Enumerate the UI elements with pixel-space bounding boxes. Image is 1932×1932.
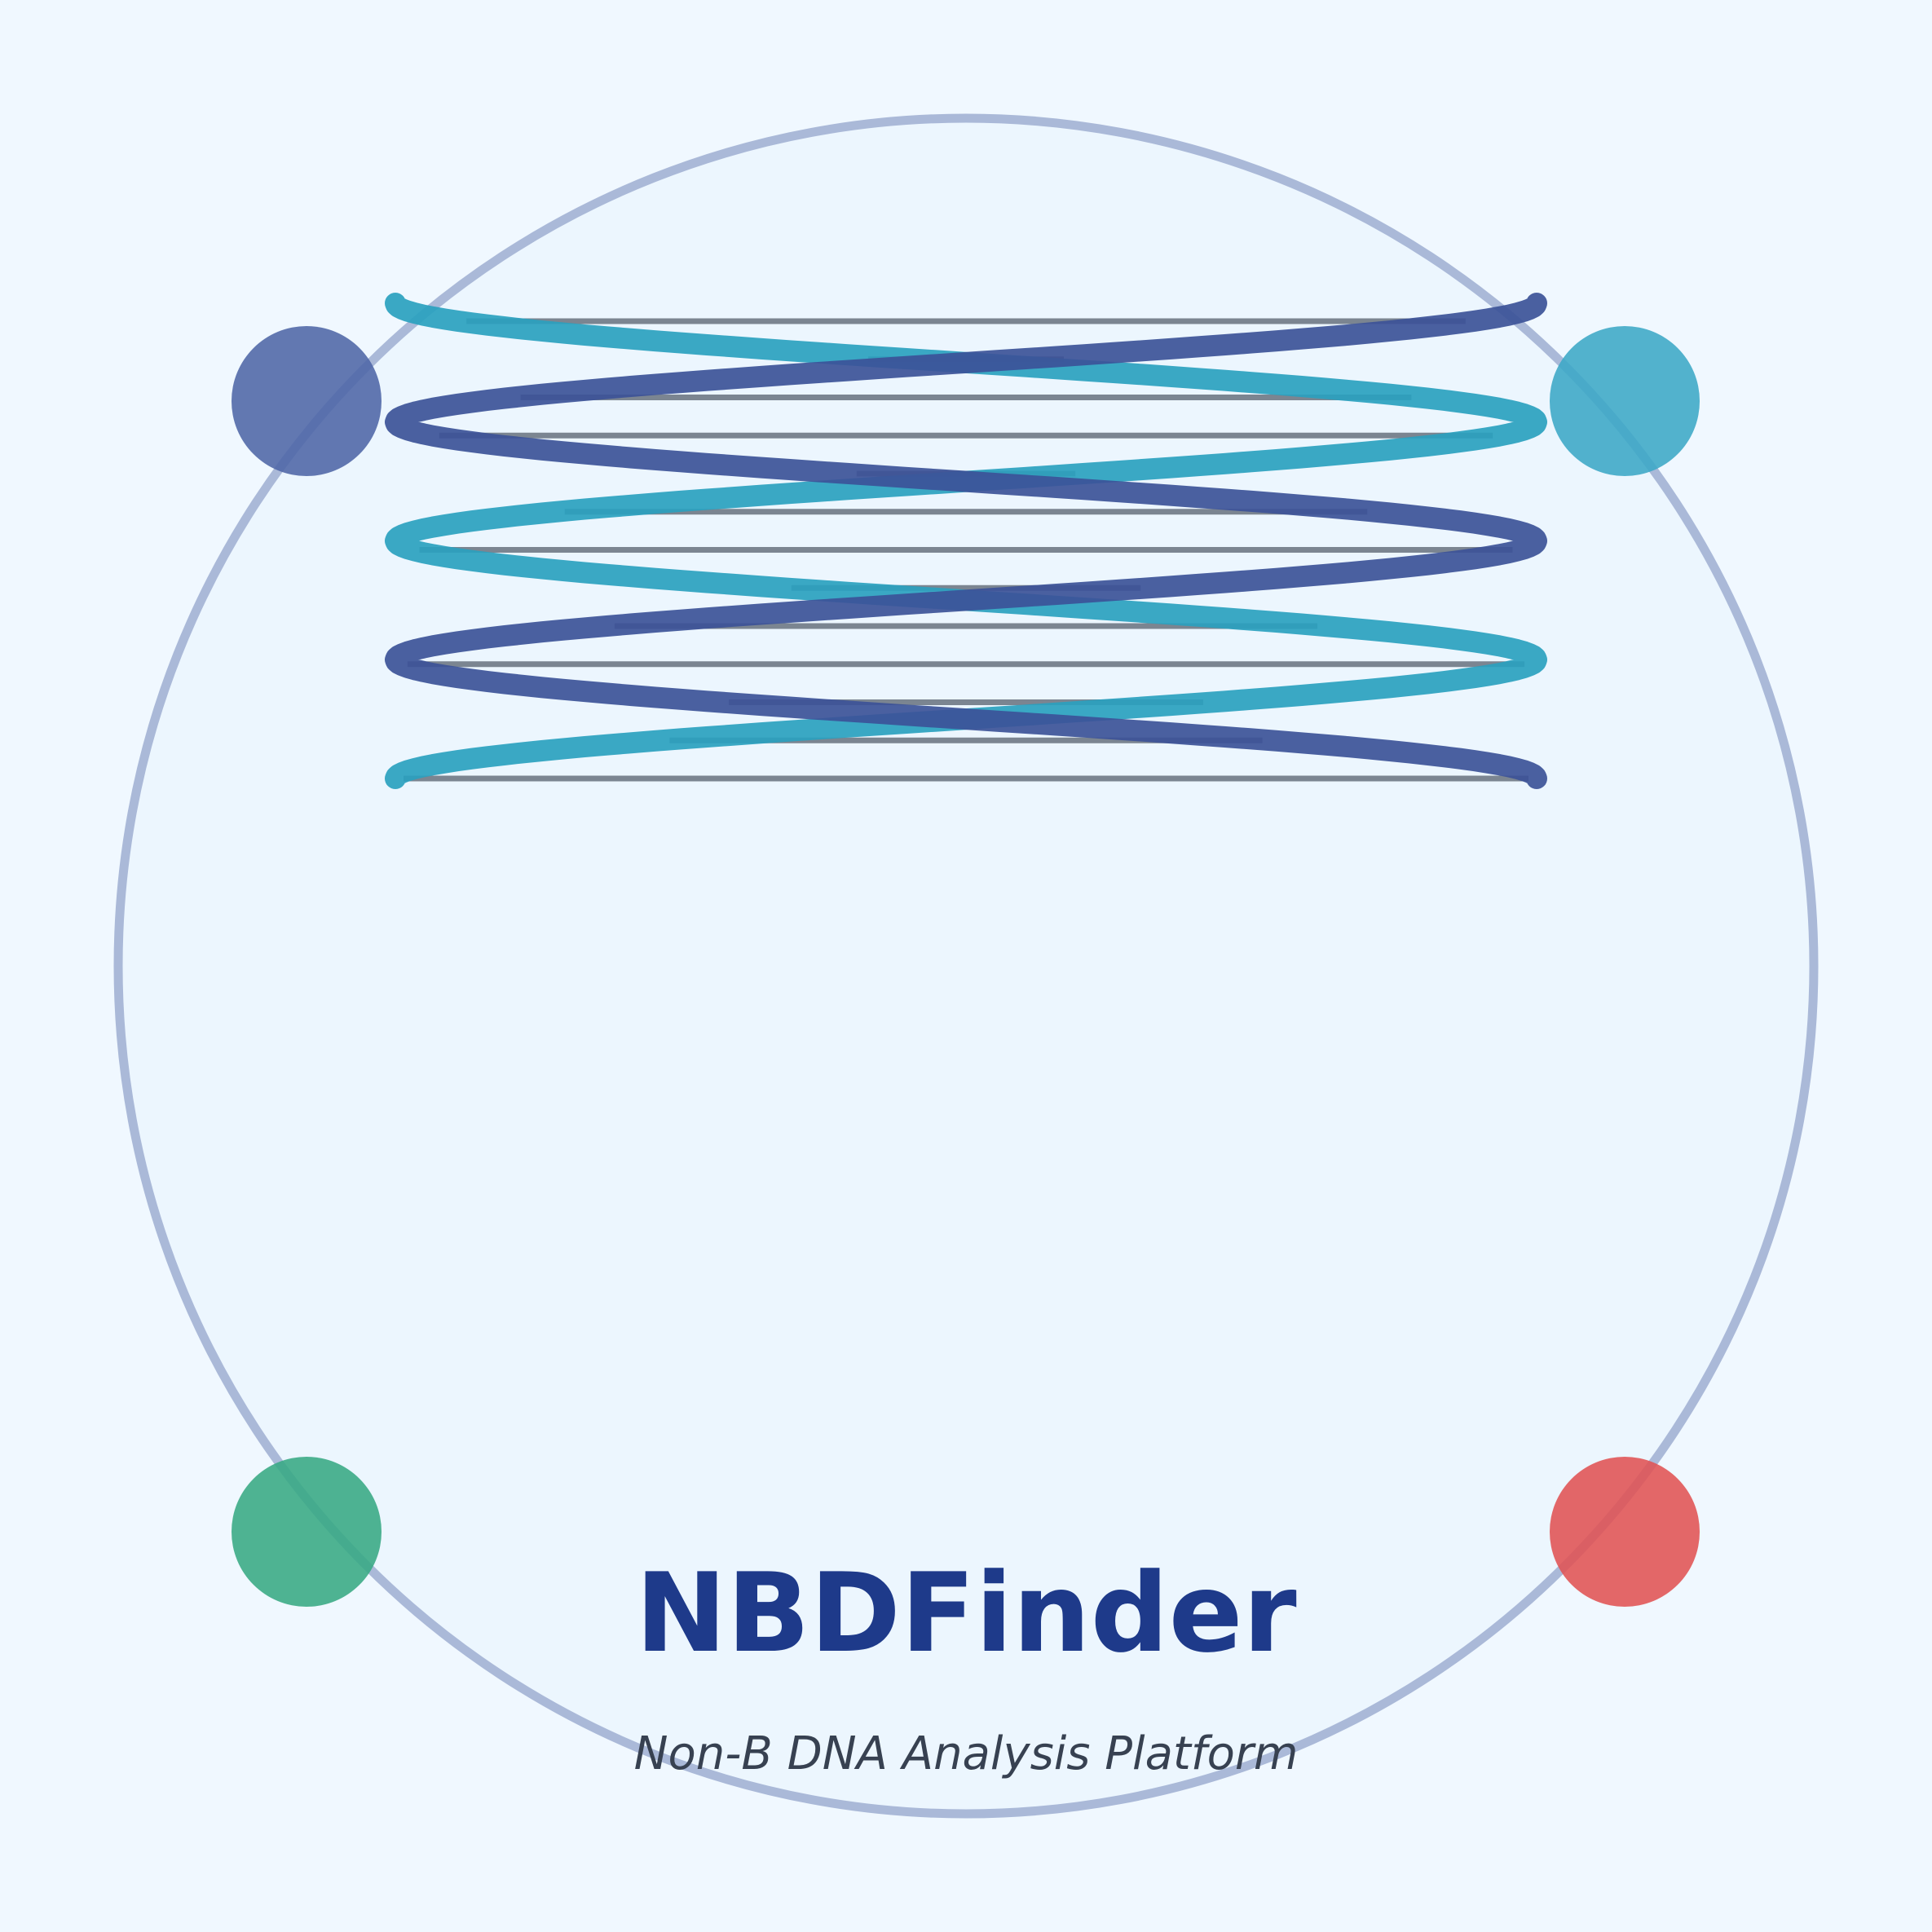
green-dot	[232, 1457, 382, 1607]
app-subtitle: Non-B DNA Analysis Platform	[634, 1727, 1299, 1780]
blue-dot	[232, 326, 382, 476]
app-title: NBDFinder	[635, 1550, 1296, 1677]
teal-dot	[1550, 326, 1700, 476]
outer-ring	[113, 113, 1819, 1819]
dna-strand-dark	[385, 293, 1547, 789]
dna-double-helix-icon	[385, 293, 1547, 789]
red-dot	[1550, 1457, 1700, 1607]
dna-strand-teal	[385, 293, 1547, 789]
